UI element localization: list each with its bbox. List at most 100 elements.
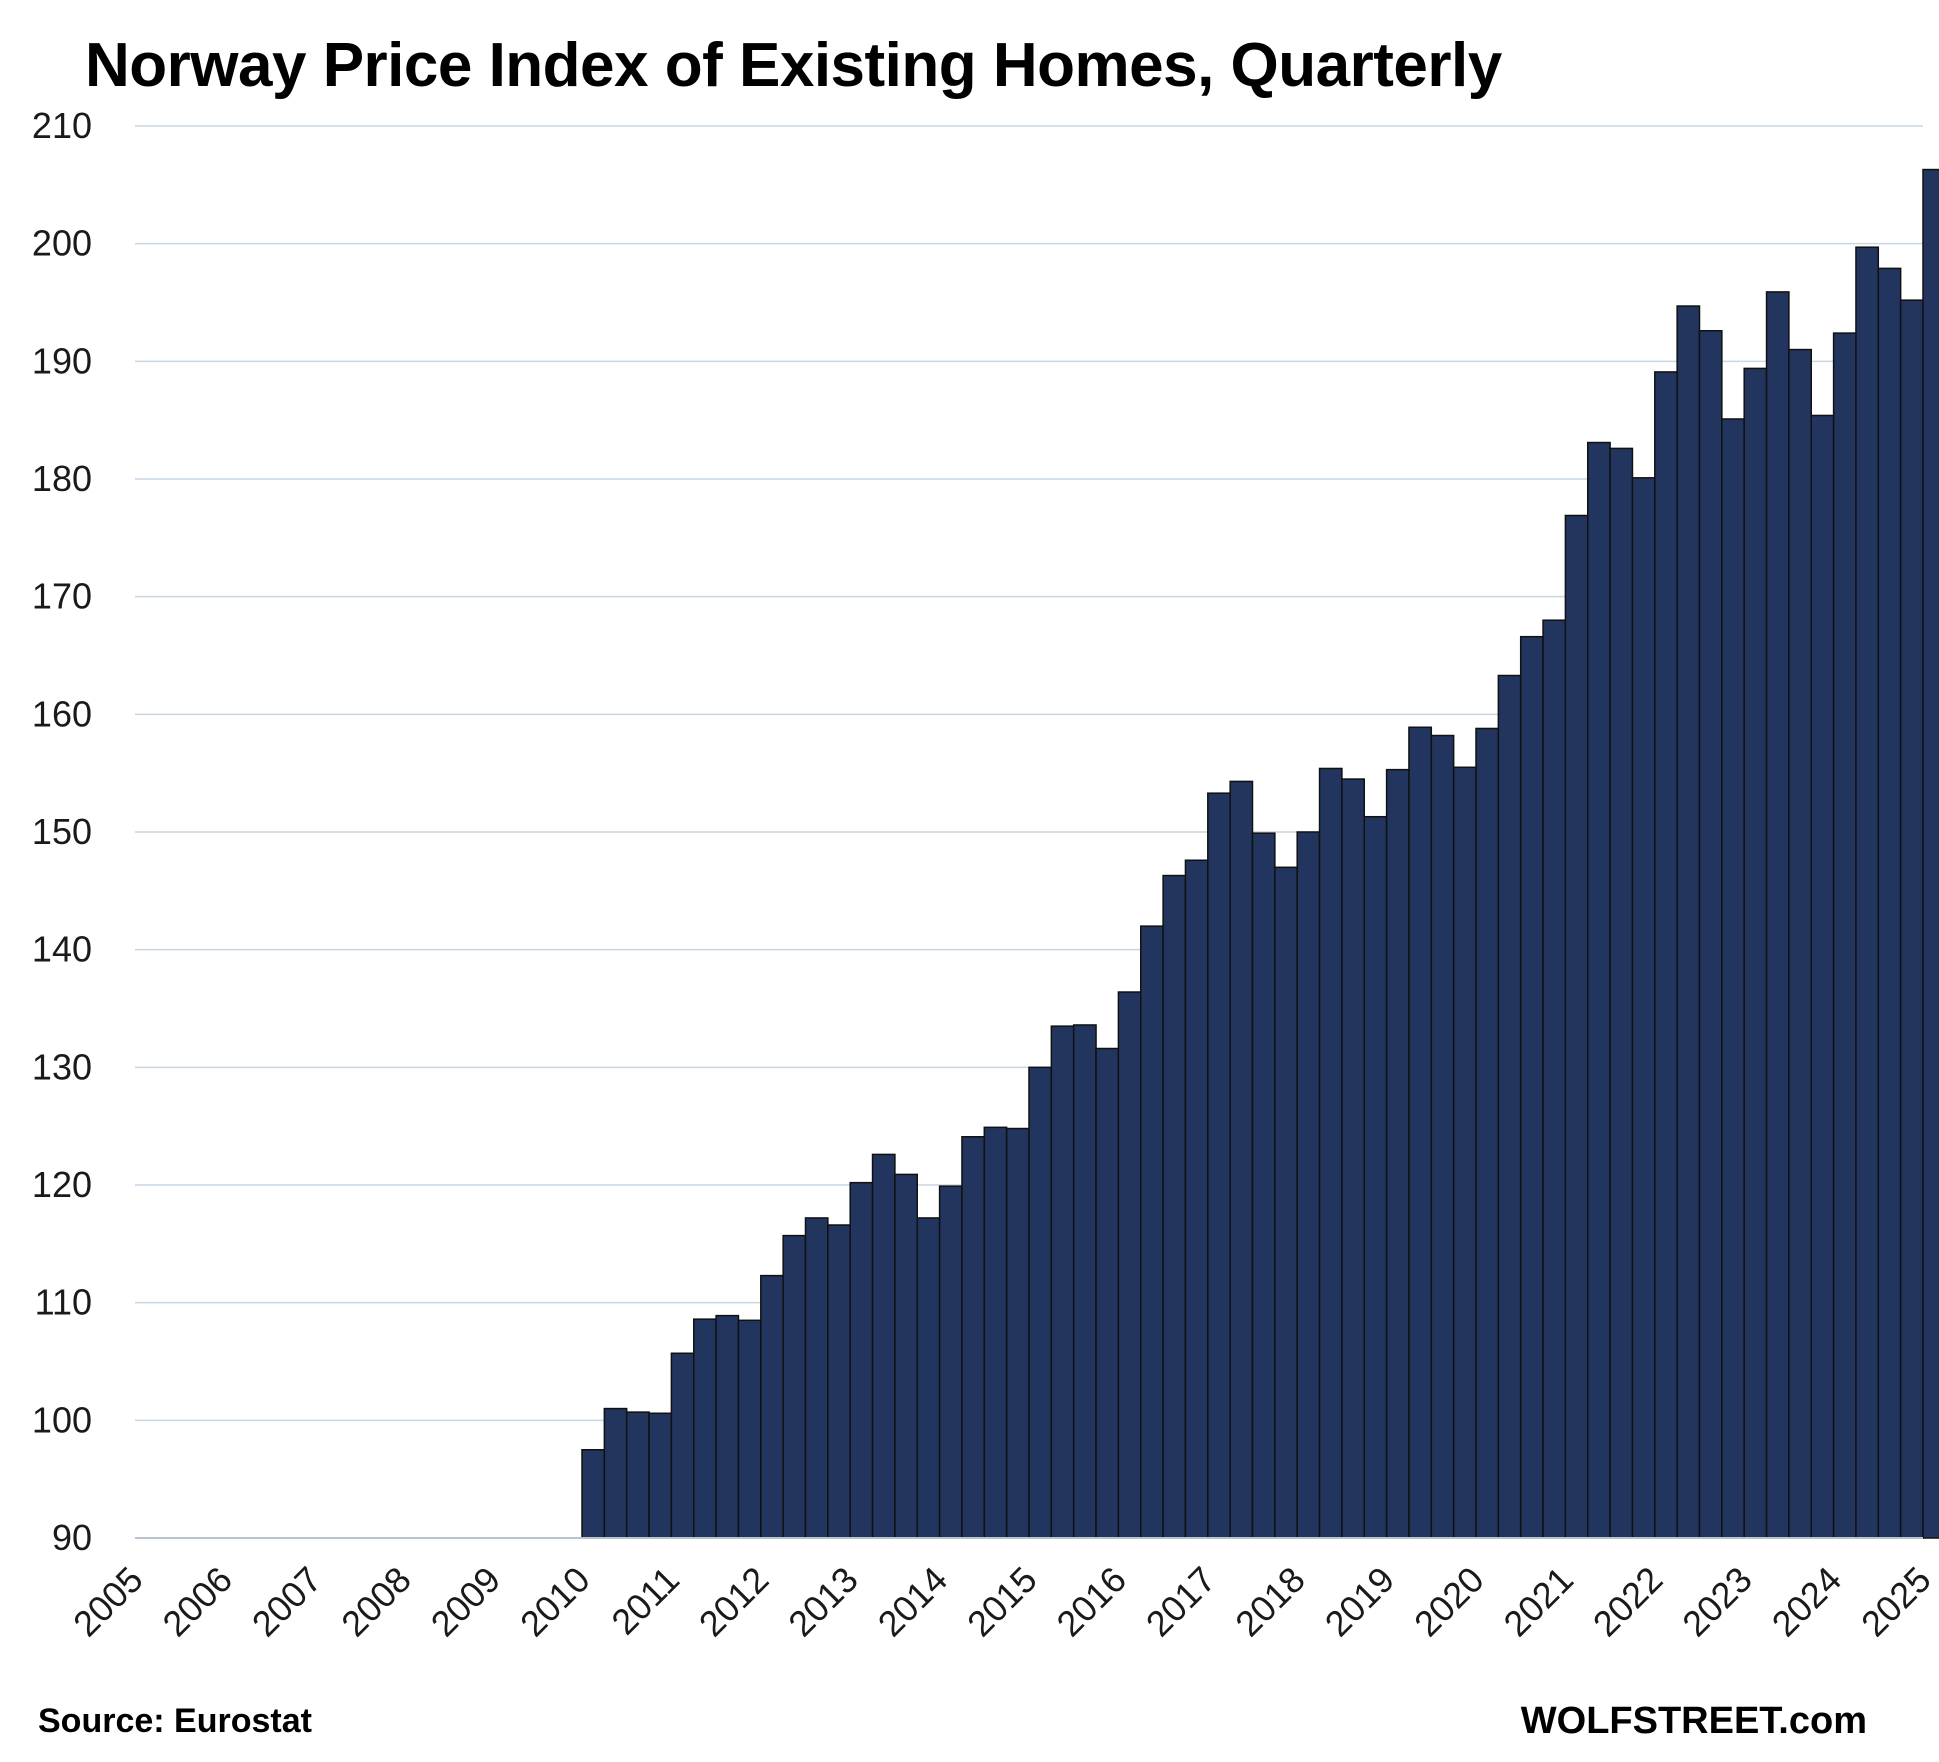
bar: [1050, 1025, 1075, 1539]
x-tick-label: 2013: [780, 1559, 866, 1645]
bar: [1877, 267, 1902, 1539]
y-tick-label: 180: [32, 458, 92, 499]
bar: [916, 1217, 941, 1539]
bar: [871, 1153, 896, 1539]
bar: [1810, 414, 1835, 1539]
bar: [581, 1449, 606, 1539]
bars: [581, 168, 1939, 1539]
bar: [737, 1319, 762, 1539]
x-tick-label: 2015: [959, 1559, 1045, 1645]
bar: [1385, 768, 1410, 1539]
bar: [1631, 477, 1656, 1539]
bar: [1698, 329, 1723, 1539]
bar: [938, 1185, 963, 1539]
x-tick-label: 2019: [1317, 1559, 1403, 1645]
bar: [1564, 514, 1589, 1539]
x-tick-label: 2016: [1048, 1559, 1134, 1645]
bar: [1274, 866, 1298, 1539]
bar: [1475, 727, 1500, 1539]
chart-title: Norway Price Index of Existing Homes, Qu…: [85, 31, 1502, 100]
bar: [693, 1318, 717, 1539]
bar: [1251, 832, 1276, 1539]
y-tick-label: 140: [32, 929, 92, 970]
y-tick-label: 150: [32, 811, 92, 852]
bar: [1721, 418, 1745, 1539]
bar: [1072, 1024, 1097, 1539]
y-tick-label: 190: [32, 340, 92, 381]
bar: [804, 1217, 829, 1539]
bar: [961, 1136, 986, 1539]
bar: [894, 1173, 919, 1539]
bar: [1542, 619, 1567, 1539]
bar: [1408, 726, 1433, 1539]
bar: [1117, 991, 1142, 1539]
bar: [1363, 815, 1388, 1539]
bar: [760, 1274, 784, 1539]
source-note: Source: Eurostat: [38, 1702, 312, 1740]
bar: [1184, 859, 1209, 1539]
x-tick-label: 2008: [333, 1559, 419, 1645]
x-tick-label: 2009: [423, 1559, 509, 1645]
bar: [983, 1126, 1008, 1539]
bar: [1318, 767, 1343, 1539]
x-tick-label: 2011: [603, 1559, 687, 1643]
x-tick-label: 2012: [691, 1559, 777, 1645]
brand-watermark: WOLFSTREET.com: [1520, 1700, 1867, 1742]
bar: [1788, 348, 1813, 1539]
x-tick-label: 2005: [65, 1559, 151, 1645]
bar: [1430, 734, 1455, 1539]
bar: [849, 1181, 874, 1539]
bar: [1587, 441, 1611, 1539]
bar: [1229, 780, 1254, 1539]
bar: [1452, 766, 1477, 1539]
x-tick-label: 2024: [1764, 1559, 1850, 1645]
x-tick-label: 2006: [154, 1559, 240, 1645]
bar: [1654, 371, 1678, 1539]
y-tick-label: 120: [32, 1164, 92, 1205]
bar: [625, 1411, 650, 1539]
bar: [1005, 1127, 1030, 1539]
y-tick-label: 130: [32, 1046, 92, 1087]
bar: [1162, 874, 1187, 1539]
x-tick-label: 2010: [512, 1559, 598, 1645]
y-tick-label: 200: [32, 223, 92, 264]
x-tick-label: 2022: [1585, 1559, 1671, 1645]
bar: [1743, 367, 1768, 1539]
bar: [827, 1224, 851, 1539]
y-tick-labels: 90 100 110 120 130 140 150 160 170 180 190 200 210: [32, 105, 92, 1558]
bar: [1296, 831, 1321, 1539]
y-tick-label: 110: [35, 1282, 92, 1323]
bar: [1609, 447, 1634, 1539]
bar: [603, 1407, 628, 1539]
x-tick-label: 2014: [870, 1559, 956, 1645]
y-tick-label: 170: [32, 576, 92, 617]
y-tick-label: 160: [32, 693, 92, 734]
x-tick-label: 2017: [1138, 1559, 1224, 1645]
bar: [1676, 305, 1701, 1539]
bar: [1095, 1047, 1120, 1539]
bar: [715, 1314, 740, 1539]
bar: [1855, 246, 1880, 1539]
y-tick-label: 210: [32, 105, 92, 146]
bar: [1899, 299, 1924, 1539]
x-tick-label: 2021: [1495, 1559, 1581, 1645]
y-tick-label: 100: [32, 1399, 92, 1440]
x-tick-label: 2007: [244, 1559, 330, 1645]
bar: [1765, 291, 1790, 1539]
bar: [1028, 1066, 1053, 1539]
x-tick-label: 2025: [1853, 1559, 1939, 1645]
x-tick-label: 2020: [1406, 1559, 1492, 1645]
x-tick-label: 2018: [1227, 1559, 1313, 1645]
bar: [782, 1234, 807, 1539]
bar: [648, 1412, 673, 1539]
bar: [1922, 168, 1939, 1539]
bar: [1207, 792, 1231, 1539]
y-tick-label: 90: [52, 1517, 92, 1558]
bar: [1140, 925, 1164, 1539]
bar: [1832, 332, 1857, 1539]
x-tick-labels: 2005 2006 2007 2008 2009 2010 2011 2012 2013 2014…: [65, 1559, 1939, 1645]
bar: [670, 1352, 695, 1539]
bar: [1497, 674, 1522, 1539]
x-tick-label: 2023: [1674, 1559, 1760, 1645]
